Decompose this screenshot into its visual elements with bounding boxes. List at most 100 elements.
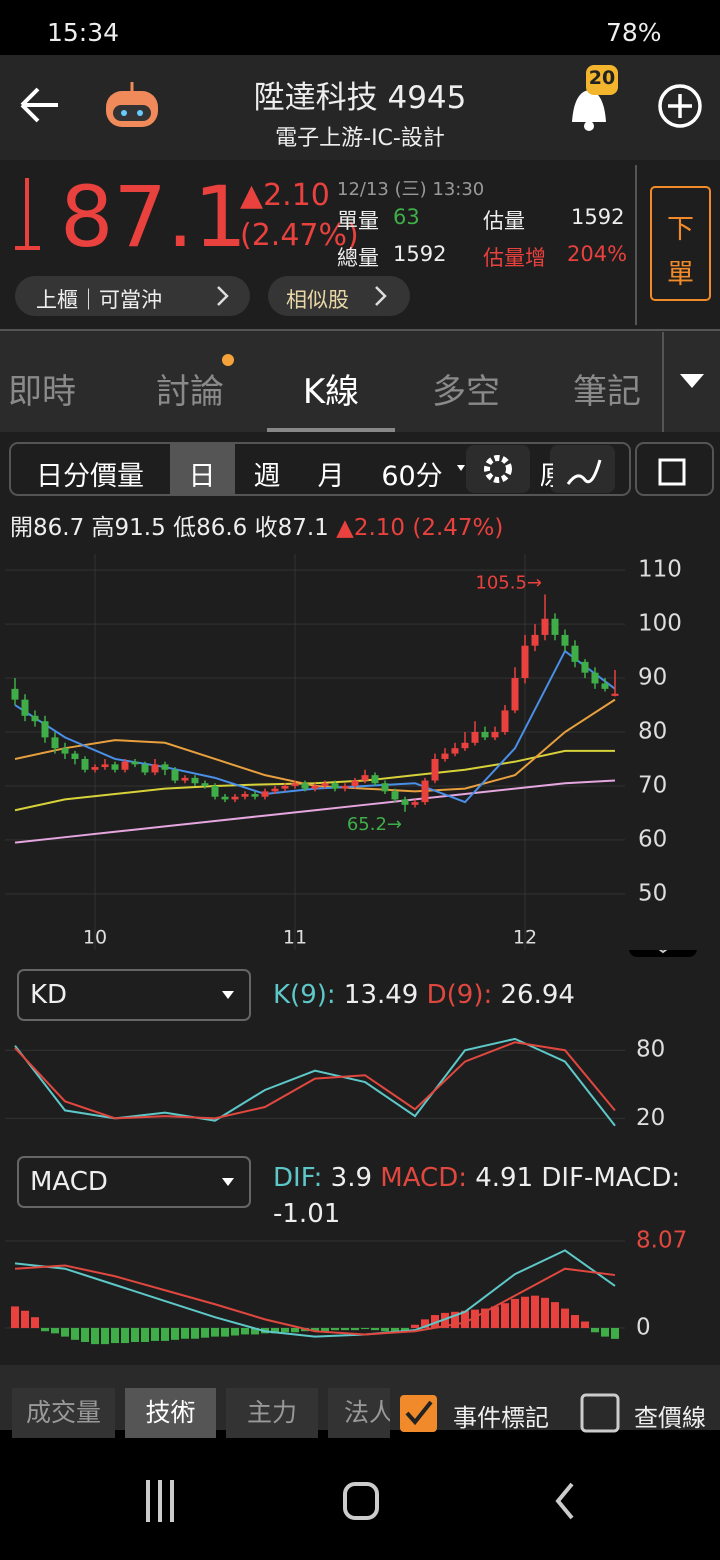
histogram-bar (381, 1327, 389, 1332)
settings-button[interactable] (466, 445, 530, 493)
histogram-bar (131, 1327, 139, 1342)
field-value: 204% (567, 242, 628, 266)
y-tick-label: 0 (636, 1314, 651, 1340)
y-tick-label: 100 (638, 611, 682, 637)
order-button[interactable] (650, 186, 711, 301)
y-tick-label: 90 (638, 665, 667, 691)
candle-body (131, 761, 139, 765)
candle-body (481, 732, 489, 738)
histogram-bar (441, 1312, 449, 1328)
line (14, 1037, 616, 1127)
indicator-select[interactable] (17, 1156, 251, 1208)
indicator-select[interactable] (17, 969, 251, 1021)
toolbar-item[interactable]: 60分 (381, 461, 443, 492)
kd-values: K(9): 13.49 D(9): 26.94 (273, 980, 575, 1010)
toolbar-item[interactable]: 日 (188, 461, 216, 492)
histogram-bar (251, 1327, 259, 1335)
candle-body (31, 715, 39, 722)
clock: 15:34 (47, 18, 120, 47)
candle-body (571, 645, 579, 662)
draw-button[interactable] (550, 445, 615, 493)
histogram-bar (331, 1327, 339, 1331)
candle-body (51, 737, 59, 749)
pill-label: 相似股 (286, 288, 349, 312)
toolbar-item[interactable]: 原 (541, 454, 553, 493)
candle-body (171, 769, 179, 781)
stock-title: 陞達科技 4945 (253, 80, 467, 116)
y-tick-label: 80 (636, 1037, 665, 1063)
caret (457, 465, 465, 471)
histogram-bar (321, 1327, 329, 1332)
candle-body (231, 796, 239, 800)
histogram-bar (491, 1306, 499, 1328)
ohlc-line: 開86.7 高91.5 低86.6 收87.1 ▲2.10 (2.47%) (10, 508, 503, 542)
caret (222, 991, 234, 999)
histogram-bar (521, 1296, 529, 1328)
candle-body (111, 764, 119, 770)
nav-back[interactable] (555, 1482, 574, 1520)
y-tick-label: 8.07 (636, 1228, 687, 1254)
dropdown-icon[interactable] (680, 374, 704, 388)
annotation: 105.5→ (475, 572, 542, 593)
tab[interactable]: 筆記 (573, 372, 641, 412)
histogram-bar (171, 1327, 179, 1340)
candle-body (561, 634, 569, 646)
indicator-name: KD (30, 980, 68, 1010)
toolbar-item[interactable]: 週 (253, 461, 281, 492)
pill[interactable] (268, 276, 410, 316)
field-label: 估量 (483, 209, 525, 233)
histogram-bar (221, 1327, 229, 1337)
ai-icon[interactable] (106, 82, 158, 127)
legend-value: -1.01 (273, 1199, 341, 1229)
candle-body (91, 767, 99, 770)
nav-home[interactable] (343, 1482, 379, 1520)
tab[interactable]: 討論 (156, 372, 224, 412)
histogram-bar (421, 1319, 429, 1328)
tab[interactable]: K線 (302, 372, 360, 412)
toolbar-item[interactable]: 日分價量 (36, 461, 144, 492)
bell-icon[interactable] (572, 65, 618, 131)
rotate-button[interactable] (635, 442, 714, 496)
bottom-tab[interactable]: 法人 (328, 1388, 390, 1438)
histogram-bar (81, 1327, 89, 1342)
candle-body (371, 775, 379, 784)
bottom-tab[interactable]: 成交量 (12, 1388, 115, 1438)
checkbox[interactable] (580, 1393, 620, 1433)
ohlc-value: 86.7 (33, 515, 85, 541)
histogram-bar (611, 1327, 619, 1339)
stock-subtitle: 電子上游-IC-設計 (275, 126, 445, 151)
indicator-name: MACD (30, 1167, 108, 1197)
field-value: 1592 (393, 242, 447, 266)
histogram-bar (201, 1327, 209, 1338)
line (14, 1264, 616, 1336)
candle-body (471, 732, 479, 743)
line (14, 1041, 616, 1120)
candle-body (181, 777, 189, 781)
histogram-bar (31, 1317, 39, 1328)
ohlc-value: 86.6 (196, 515, 248, 541)
candle-body (311, 785, 319, 789)
checkbox[interactable] (400, 1395, 437, 1432)
histogram-bar (271, 1327, 279, 1334)
back-icon[interactable] (20, 87, 58, 123)
histogram-bar (361, 1327, 369, 1330)
candle-body (241, 794, 249, 797)
add-icon[interactable] (658, 84, 702, 128)
histogram-bar (591, 1327, 599, 1333)
tab[interactable]: 即時 (8, 372, 76, 412)
change-percent: (2.47%) (240, 218, 359, 253)
bottom-tab[interactable]: 主力 (226, 1388, 318, 1438)
tab[interactable]: 多空 (432, 372, 500, 412)
histogram-bar (231, 1327, 239, 1336)
histogram-bar (101, 1327, 109, 1345)
candle-body (101, 764, 109, 768)
histogram-bar (511, 1298, 519, 1328)
pill[interactable] (15, 276, 250, 316)
change: ▲2.10 (240, 178, 330, 213)
nav-recent[interactable] (146, 1480, 174, 1522)
toolbar-item[interactable]: 月 (317, 461, 345, 492)
line (14, 1249, 616, 1338)
candle-body (281, 785, 289, 789)
bottom-tab[interactable]: 技術 (125, 1388, 216, 1438)
candle-body (541, 618, 549, 635)
